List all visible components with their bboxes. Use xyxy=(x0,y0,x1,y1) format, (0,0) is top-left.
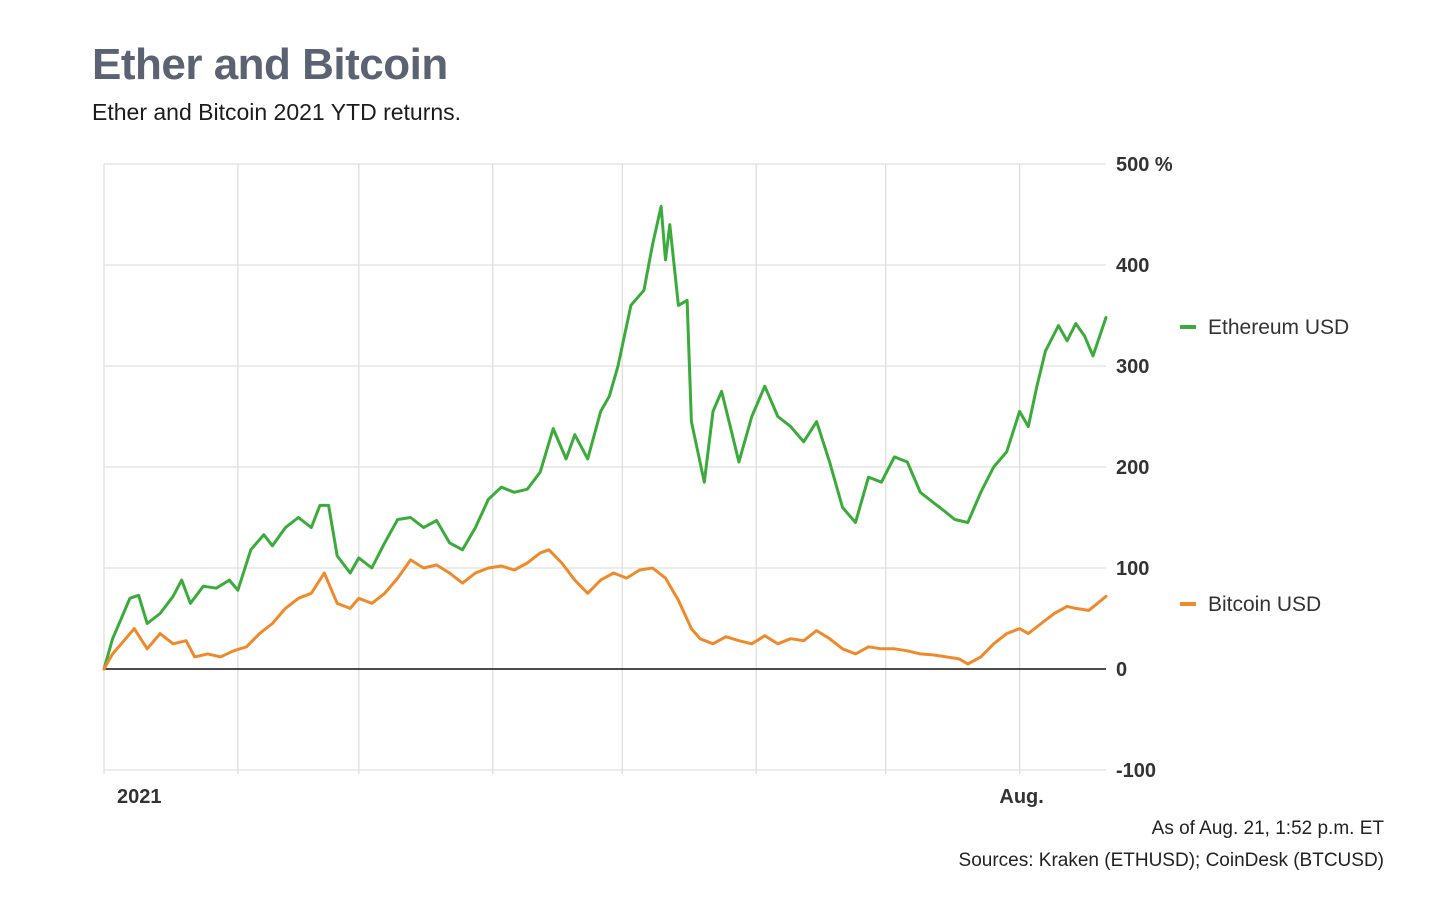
grid-lines xyxy=(103,163,1106,774)
legend: Ethereum USD Bitcoin USD xyxy=(1180,316,1349,616)
legend-label: Bitcoin USD xyxy=(1208,593,1321,616)
y-tick-label: 0 xyxy=(1116,659,1127,681)
as-of-note: As of Aug. 21, 1:52 p.m. ET xyxy=(1151,818,1384,839)
y-tick-label: 400 xyxy=(1116,255,1149,277)
y-tick-label: -100 xyxy=(1116,760,1156,782)
legend-label: Ethereum USD xyxy=(1208,316,1349,339)
sources-note: Sources: Kraken (ETHUSD); CoinDesk (BTCU… xyxy=(958,850,1384,871)
y-tick-label: 500 % xyxy=(1116,154,1173,176)
chart-subtitle: Ether and Bitcoin 2021 YTD returns. xyxy=(92,99,462,125)
series-lines xyxy=(102,204,1108,671)
x-axis: 2021 Aug. xyxy=(117,786,1044,808)
ethereum-usd-line xyxy=(102,204,1108,671)
bitcoin-usd-line xyxy=(102,548,1108,671)
y-tick-label: 300 xyxy=(1116,356,1149,378)
x-tick-label: 2021 xyxy=(117,786,162,808)
y-tick-label: 200 xyxy=(1116,457,1149,479)
x-tick-label: Aug. xyxy=(999,786,1043,808)
y-axis: 500 % 400 300 200 100 0 -100 xyxy=(1116,154,1173,782)
y-tick-label: 100 xyxy=(1116,558,1149,580)
chart-title: Ether and Bitcoin xyxy=(92,40,448,89)
